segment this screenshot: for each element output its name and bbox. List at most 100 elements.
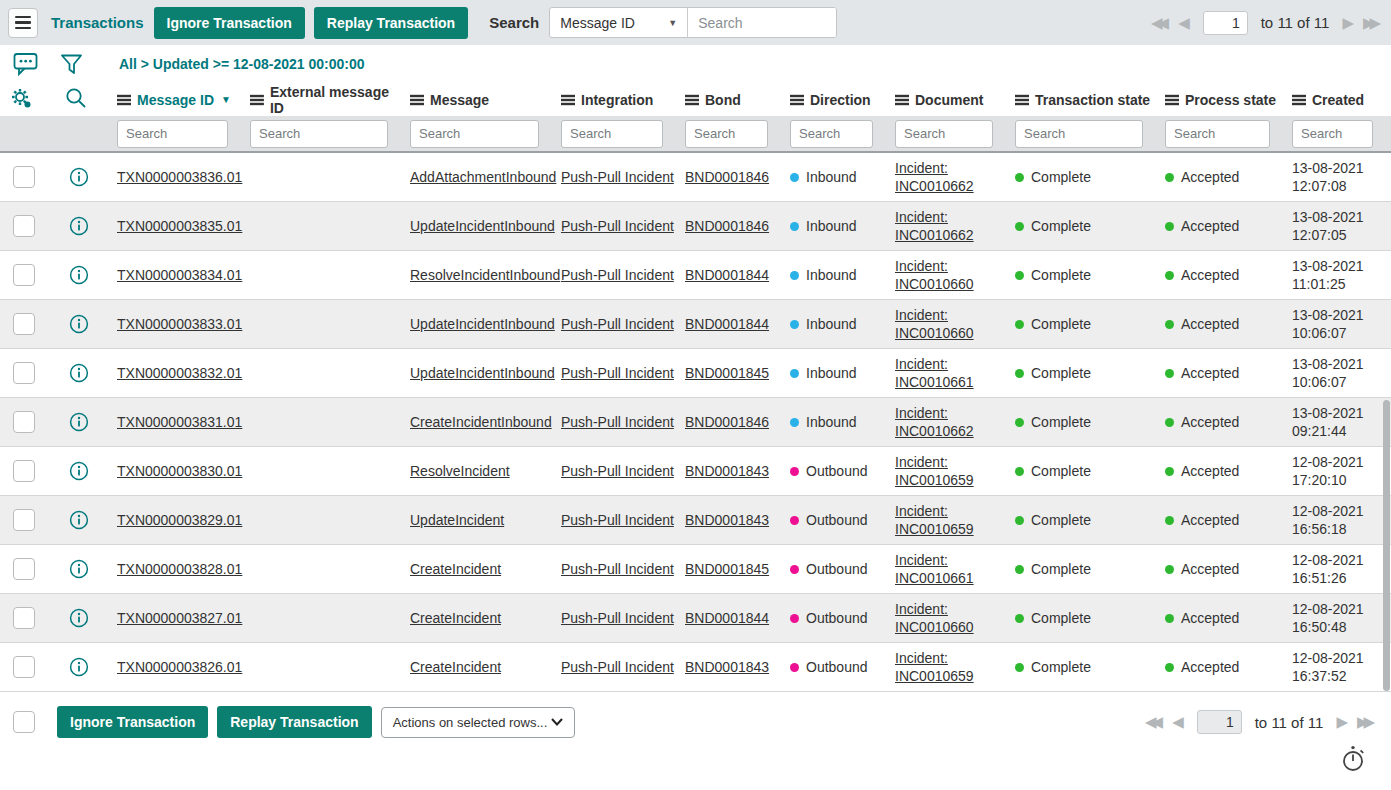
integration-link[interactable]: Push-Pull Incident (561, 512, 674, 528)
filter-input-document[interactable] (895, 120, 993, 148)
row-info-button[interactable] (55, 510, 113, 530)
row-checkbox[interactable] (13, 558, 35, 580)
row-checkbox[interactable] (13, 313, 35, 335)
integration-link[interactable]: Push-Pull Incident (561, 316, 674, 332)
message-link[interactable]: UpdateIncidentInbound (410, 365, 555, 381)
bond-link[interactable]: BND0001845 (685, 365, 769, 381)
filter-input-integration[interactable] (561, 120, 663, 148)
document-link[interactable]: Incident:INC0010662 (895, 159, 1011, 195)
integration-link[interactable]: Push-Pull Incident (561, 463, 674, 479)
row-info-button[interactable] (55, 657, 113, 677)
prev-page-button[interactable]: ◀ (1172, 713, 1184, 731)
next-page-button[interactable]: ▶ (1342, 14, 1354, 32)
filter-input-message-id[interactable] (117, 120, 228, 148)
table-settings-button[interactable] (0, 86, 55, 114)
row-checkbox[interactable] (13, 215, 35, 237)
row-info-button[interactable] (55, 608, 113, 628)
row-checkbox[interactable] (13, 509, 35, 531)
document-link[interactable]: Incident:INC0010660 (895, 600, 1011, 636)
last-page-button[interactable]: ▶▶ (1363, 14, 1381, 32)
row-info-button[interactable] (55, 363, 113, 383)
row-checkbox[interactable] (13, 607, 35, 629)
document-link[interactable]: Incident:INC0010661 (895, 355, 1011, 391)
message-id-link[interactable]: TXN0000003829.01 (117, 512, 242, 528)
column-header-process-state[interactable]: Process state (1161, 92, 1288, 108)
message-id-link[interactable]: TXN0000003830.01 (117, 463, 242, 479)
row-checkbox[interactable] (13, 166, 35, 188)
row-info-button[interactable] (55, 412, 113, 432)
bond-link[interactable]: BND0001843 (685, 659, 769, 675)
auto-refresh-timer-icon[interactable] (1340, 744, 1367, 778)
row-info-button[interactable] (55, 167, 113, 187)
row-info-button[interactable] (55, 314, 113, 334)
document-link[interactable]: Incident:INC0010660 (895, 257, 1011, 293)
last-page-button[interactable]: ▶▶ (1357, 713, 1375, 731)
row-checkbox[interactable] (13, 460, 35, 482)
bond-link[interactable]: BND0001844 (685, 610, 769, 626)
menu-button[interactable] (8, 8, 38, 38)
next-page-button[interactable]: ▶ (1336, 713, 1348, 731)
integration-link[interactable]: Push-Pull Incident (561, 610, 674, 626)
integration-link[interactable]: Push-Pull Incident (561, 218, 674, 234)
search-field-select[interactable]: Message ID ▼ (550, 8, 688, 37)
first-page-button[interactable]: ◀◀ (1145, 713, 1163, 731)
filter-input-created[interactable] (1292, 120, 1373, 148)
integration-link[interactable]: Push-Pull Incident (561, 659, 674, 675)
bond-link[interactable]: BND0001843 (685, 463, 769, 479)
column-header-message-id[interactable]: Message ID▼ (113, 92, 246, 108)
document-link[interactable]: Incident:INC0010662 (895, 404, 1011, 440)
bond-link[interactable]: BND0001844 (685, 316, 769, 332)
row-info-button[interactable] (55, 216, 113, 236)
message-link[interactable]: UpdateIncidentInbound (410, 218, 555, 234)
row-checkbox[interactable] (13, 362, 35, 384)
column-header-bond[interactable]: Bond (681, 92, 786, 108)
integration-link[interactable]: Push-Pull Incident (561, 267, 674, 283)
comments-icon[interactable] (13, 51, 39, 77)
message-link[interactable]: ResolveIncidentInbound (410, 267, 560, 283)
global-search-input[interactable] (688, 8, 836, 37)
document-link[interactable]: Incident:INC0010661 (895, 551, 1011, 587)
integration-link[interactable]: Push-Pull Incident (561, 365, 674, 381)
message-link[interactable]: CreateIncidentInbound (410, 414, 552, 430)
row-info-button[interactable] (55, 461, 113, 481)
column-header-external-message-id[interactable]: External message ID (246, 84, 406, 116)
message-link[interactable]: UpdateIncidentInbound (410, 316, 555, 332)
column-header-message[interactable]: Message (406, 92, 557, 108)
filter-input-bond[interactable] (685, 120, 768, 148)
message-id-link[interactable]: TXN0000003834.01 (117, 267, 242, 283)
filter-input-direction[interactable] (790, 120, 873, 148)
row-checkbox[interactable] (13, 264, 35, 286)
bond-link[interactable]: BND0001845 (685, 561, 769, 577)
message-id-link[interactable]: TXN0000003831.01 (117, 414, 242, 430)
message-id-link[interactable]: TXN0000003833.01 (117, 316, 242, 332)
active-filter-breadcrumb[interactable]: All > Updated >= 12-08-2021 00:00:00 (119, 56, 365, 72)
message-id-link[interactable]: TXN0000003826.01 (117, 659, 242, 675)
vertical-scrollbar[interactable] (1383, 400, 1390, 691)
bond-link[interactable]: BND0001846 (685, 414, 769, 430)
column-header-transaction-state[interactable]: Transaction state (1011, 92, 1161, 108)
page-number-input[interactable] (1197, 710, 1242, 734)
document-link[interactable]: Incident:INC0010659 (895, 649, 1011, 685)
integration-link[interactable]: Push-Pull Incident (561, 561, 674, 577)
column-header-created[interactable]: Created (1288, 92, 1391, 108)
message-id-link[interactable]: TXN0000003828.01 (117, 561, 242, 577)
replay-transaction-button[interactable]: Replay Transaction (314, 7, 468, 39)
bond-link[interactable]: BND0001846 (685, 218, 769, 234)
message-id-link[interactable]: TXN0000003836.01 (117, 169, 242, 185)
filter-input-process-state[interactable] (1165, 120, 1270, 148)
bond-link[interactable]: BND0001844 (685, 267, 769, 283)
integration-link[interactable]: Push-Pull Incident (561, 169, 674, 185)
row-info-button[interactable] (55, 265, 113, 285)
select-all-checkbox[interactable] (13, 711, 35, 733)
bulk-actions-select[interactable]: Actions on selected rows... (381, 707, 575, 738)
message-link[interactable]: CreateIncident (410, 659, 501, 675)
integration-link[interactable]: Push-Pull Incident (561, 414, 674, 430)
document-link[interactable]: Incident:INC0010659 (895, 453, 1011, 489)
message-link[interactable]: ResolveIncident (410, 463, 510, 479)
footer-replay-transaction-button[interactable]: Replay Transaction (217, 706, 371, 738)
ignore-transaction-button[interactable]: Ignore Transaction (154, 7, 305, 39)
row-checkbox[interactable] (13, 656, 35, 678)
row-info-button[interactable] (55, 559, 113, 579)
document-link[interactable]: Incident:INC0010662 (895, 208, 1011, 244)
document-link[interactable]: Incident:INC0010660 (895, 306, 1011, 342)
